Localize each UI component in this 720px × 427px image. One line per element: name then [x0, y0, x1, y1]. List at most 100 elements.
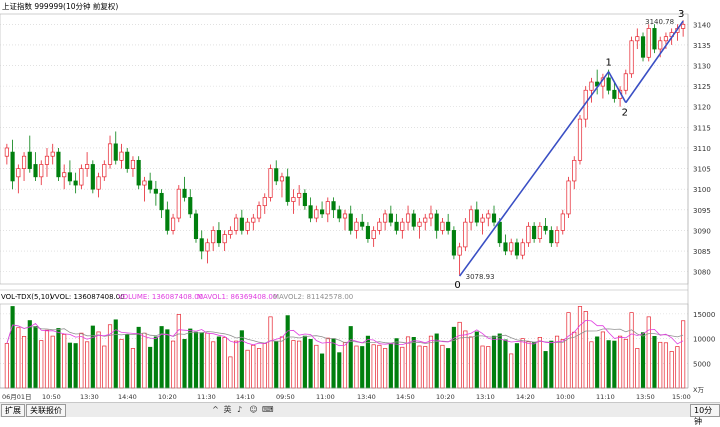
candle-body [589, 81, 594, 91]
candle-body [423, 217, 428, 223]
candle-body [262, 197, 267, 207]
price-tick-label: 3105 [693, 166, 711, 174]
volume-bar [365, 335, 370, 389]
indicator-vvol: VVOL: 136087408.00 [50, 293, 125, 301]
wave-label: 3 [678, 9, 684, 20]
candle-body [4, 147, 9, 157]
low-price-label: 3078.93 [466, 273, 495, 281]
volume-bar [469, 336, 474, 389]
volume-bar [256, 348, 262, 389]
stock-chart[interactable]: 3080308530903095310031053110311531203125… [0, 0, 720, 402]
volume-bar [142, 332, 147, 389]
time-tick-label: 13:10 [476, 393, 495, 401]
wave-annotation [458, 20, 684, 277]
candle-body [560, 213, 565, 231]
volume-bar [285, 315, 290, 389]
candle-body [480, 217, 485, 223]
candle-body [199, 238, 204, 252]
volume-bar [377, 344, 382, 389]
candle-body [663, 36, 669, 42]
candle-body [107, 143, 113, 165]
volume-bar [675, 346, 680, 389]
candle-body [113, 143, 118, 161]
candle-body [251, 217, 256, 223]
volume-bar [572, 331, 577, 389]
volume-bar [549, 340, 554, 389]
candle-body [411, 213, 416, 227]
volume-bar [239, 330, 244, 389]
volume-bar [595, 336, 600, 389]
candle-body [520, 242, 525, 256]
candle-body [606, 77, 611, 91]
sound-icon[interactable]: ♪ [236, 405, 243, 414]
volume-bar [27, 320, 32, 389]
price-tick-label: 3090 [693, 227, 711, 235]
time-tick-label: 13:40 [357, 393, 376, 401]
volume-bar [417, 345, 422, 389]
volume-bar [176, 314, 181, 389]
wave-segment [625, 20, 684, 104]
time-tick-label: 11:00 [316, 393, 335, 401]
tab-extend[interactable]: 扩展 [1, 404, 25, 417]
keyboard-icon[interactable]: ⌨ [262, 405, 274, 414]
period-selector[interactable]: 10分钟 [690, 404, 720, 426]
volume-bar [526, 341, 531, 389]
candle-body [434, 213, 439, 231]
indicator-volume: VOLUME: 136087408.00 [118, 293, 203, 301]
candle-body [302, 192, 307, 207]
price-tick-label: 3135 [693, 42, 711, 50]
candle-body [193, 213, 199, 240]
candle-body [365, 225, 370, 240]
candle-body [320, 209, 325, 215]
candle-body [635, 36, 640, 42]
price-tick-label: 3080 [693, 269, 711, 277]
volume-bar [480, 345, 485, 389]
collapse-icon[interactable]: ^ [212, 405, 219, 414]
volume-bar [371, 344, 376, 389]
candle-body [85, 164, 90, 169]
time-tick-label: 14:20 [516, 393, 535, 401]
volume-bar [606, 340, 611, 389]
ime-english-icon[interactable]: 英 [223, 405, 232, 414]
candle-body [268, 168, 273, 198]
volume-bar [388, 343, 393, 389]
volume-bar [193, 331, 199, 389]
candle-body [216, 230, 221, 244]
volume-bar [73, 343, 78, 389]
candle-body [681, 23, 686, 29]
candle-body [96, 176, 101, 190]
candle-body [21, 155, 27, 169]
volume-bar [640, 332, 646, 389]
emoji-icon[interactable]: ☺ [249, 405, 258, 414]
candle-body [491, 213, 497, 223]
candle-body [119, 151, 124, 161]
candle-body [159, 192, 164, 211]
volume-bar [514, 343, 520, 389]
candle-body [222, 234, 227, 244]
volume-bar [600, 331, 605, 389]
volume-unit-label: X万 [693, 386, 704, 394]
volume-bar [566, 312, 571, 389]
volume-bars [4, 306, 686, 389]
volume-bar [509, 353, 514, 389]
tab-related-quotes[interactable]: 关联报价 [26, 404, 66, 417]
candle-body [142, 180, 147, 186]
candle-body [205, 242, 210, 252]
volume-bar [245, 349, 250, 389]
volume-bar [411, 337, 416, 389]
volume-bar [33, 326, 38, 389]
volume-bar [520, 338, 525, 389]
chart-title: 上证指数 999999(10分钟 前复权) [2, 1, 118, 11]
volume-bar [423, 346, 428, 389]
time-tick-label: 06月01日 [2, 393, 32, 401]
candle-body [170, 217, 176, 231]
candle-body [90, 164, 95, 190]
volume-bar [663, 342, 669, 389]
volume-bar [658, 341, 663, 389]
wave-label: 1 [605, 58, 611, 69]
volume-bar [446, 348, 451, 389]
volume-bar [331, 338, 336, 389]
volume-bar [16, 327, 21, 389]
candle-body [291, 197, 296, 202]
volume-bar [56, 328, 61, 389]
